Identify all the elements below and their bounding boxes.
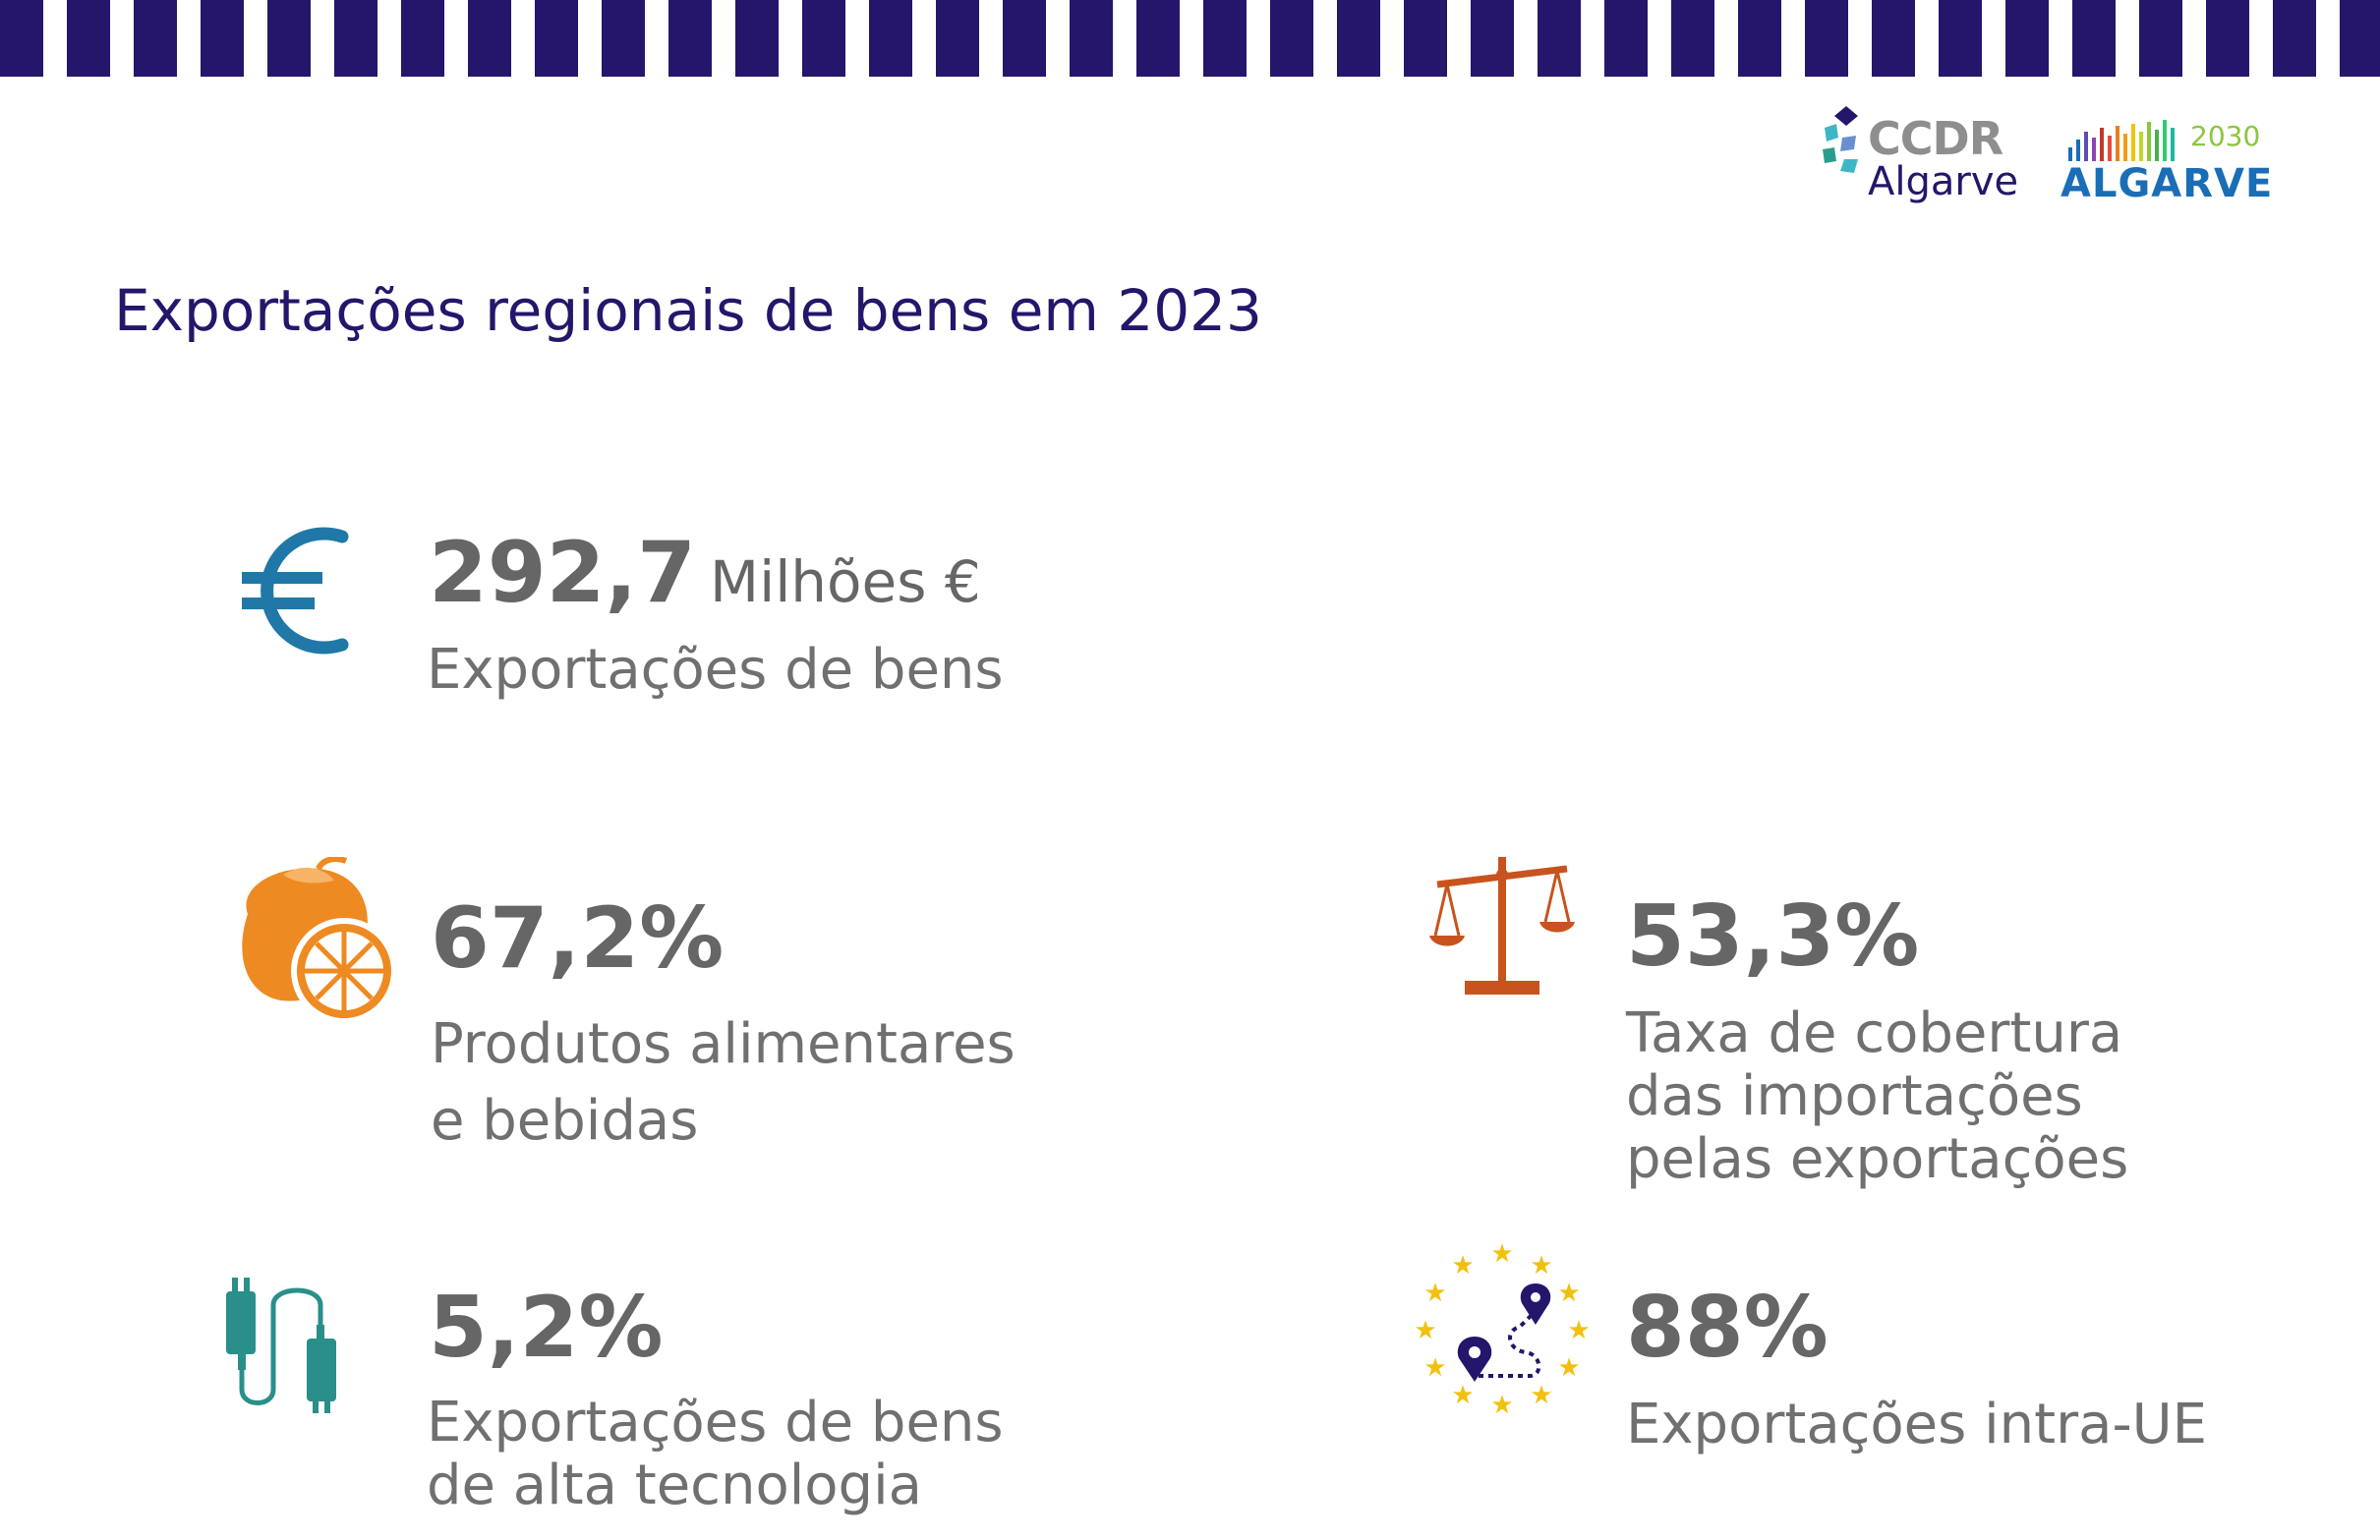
exports-value: 292,7 [429, 524, 697, 622]
ccdr-logo-text: CCDR [1868, 112, 2003, 165]
usb-cable-icon [222, 1278, 362, 1419]
svg-text:★: ★ [1567, 1316, 1590, 1345]
svg-text:★: ★ [1490, 1391, 1513, 1417]
food-desc-line-1: Produtos alimentares [431, 1012, 1016, 1076]
coverage-desc-line-3: pelas exportações [1626, 1127, 2129, 1191]
svg-text:★: ★ [1530, 1381, 1552, 1410]
eu-stars-route-icon: ★ ★ ★ ★ ★ ★ ★ ★ ★ ★ ★ ★ [1414, 1239, 1591, 1421]
euro-icon [232, 517, 360, 668]
svg-text:★: ★ [1451, 1251, 1474, 1281]
hightech-desc-line-2: de alta tecnologia [427, 1454, 922, 1517]
algarve-2030-year: 2030 [2190, 120, 2261, 152]
stat-desc-food: Produtos alimentares e bebidas [431, 1006, 1016, 1160]
stat-value-food: 67,2% [431, 889, 725, 988]
stat-desc-intra-eu: Exportações intra-UE [1626, 1394, 2207, 1456]
food-desc-line-2: e bebidas [431, 1089, 699, 1153]
ccdr-algarve-logo: CCDR Algarve [1817, 102, 2018, 204]
balance-scale-icon [1429, 845, 1575, 1006]
coverage-desc-line-2: das importações [1626, 1064, 2083, 1128]
coverage-desc-line-1: Taxa de cobertura [1626, 1001, 2123, 1065]
algarve-2030-logo: 2030 ALGARVE [2057, 110, 2273, 208]
orange-fruit-icon [228, 856, 403, 1030]
exports-desc-line: Exportações de bens [427, 638, 1004, 702]
exports-unit: Milhões € [710, 548, 981, 615]
stat-desc-exports: Exportações de bens [427, 639, 1004, 702]
stat-desc-coverage: Taxa de cobertura das importações pelas … [1626, 1002, 2128, 1191]
svg-text:★: ★ [1557, 1353, 1580, 1383]
svg-text:★: ★ [1451, 1381, 1474, 1410]
page-title: Exportações regionais de bens em 2023 [114, 277, 1262, 344]
stat-value-hightech: 5,2% [429, 1279, 664, 1377]
stat-value-coverage: 53,3% [1626, 887, 1920, 986]
stat-value-intra-eu: 88% [1626, 1279, 1829, 1377]
svg-text:★: ★ [1423, 1353, 1446, 1383]
svg-text:★: ★ [1490, 1240, 1513, 1269]
stat-desc-hightech: Exportações de bens de alta tecnologia [427, 1392, 1004, 1517]
svg-text:★: ★ [1530, 1251, 1552, 1281]
svg-text:★: ★ [1557, 1279, 1580, 1308]
ccdr-logo-subtext: Algarve [1868, 159, 2019, 204]
algarve-2030-wordmark: ALGARVE [2061, 161, 2274, 206]
svg-text:★: ★ [1414, 1316, 1436, 1345]
stat-value-exports: 292,7 Milhões € [429, 531, 981, 615]
hightech-desc-line-1: Exportações de bens [427, 1391, 1004, 1454]
svg-text:★: ★ [1423, 1279, 1446, 1308]
header-stripe-band [0, 0, 2380, 77]
intra-eu-desc-line: Exportações intra-UE [1626, 1393, 2208, 1456]
